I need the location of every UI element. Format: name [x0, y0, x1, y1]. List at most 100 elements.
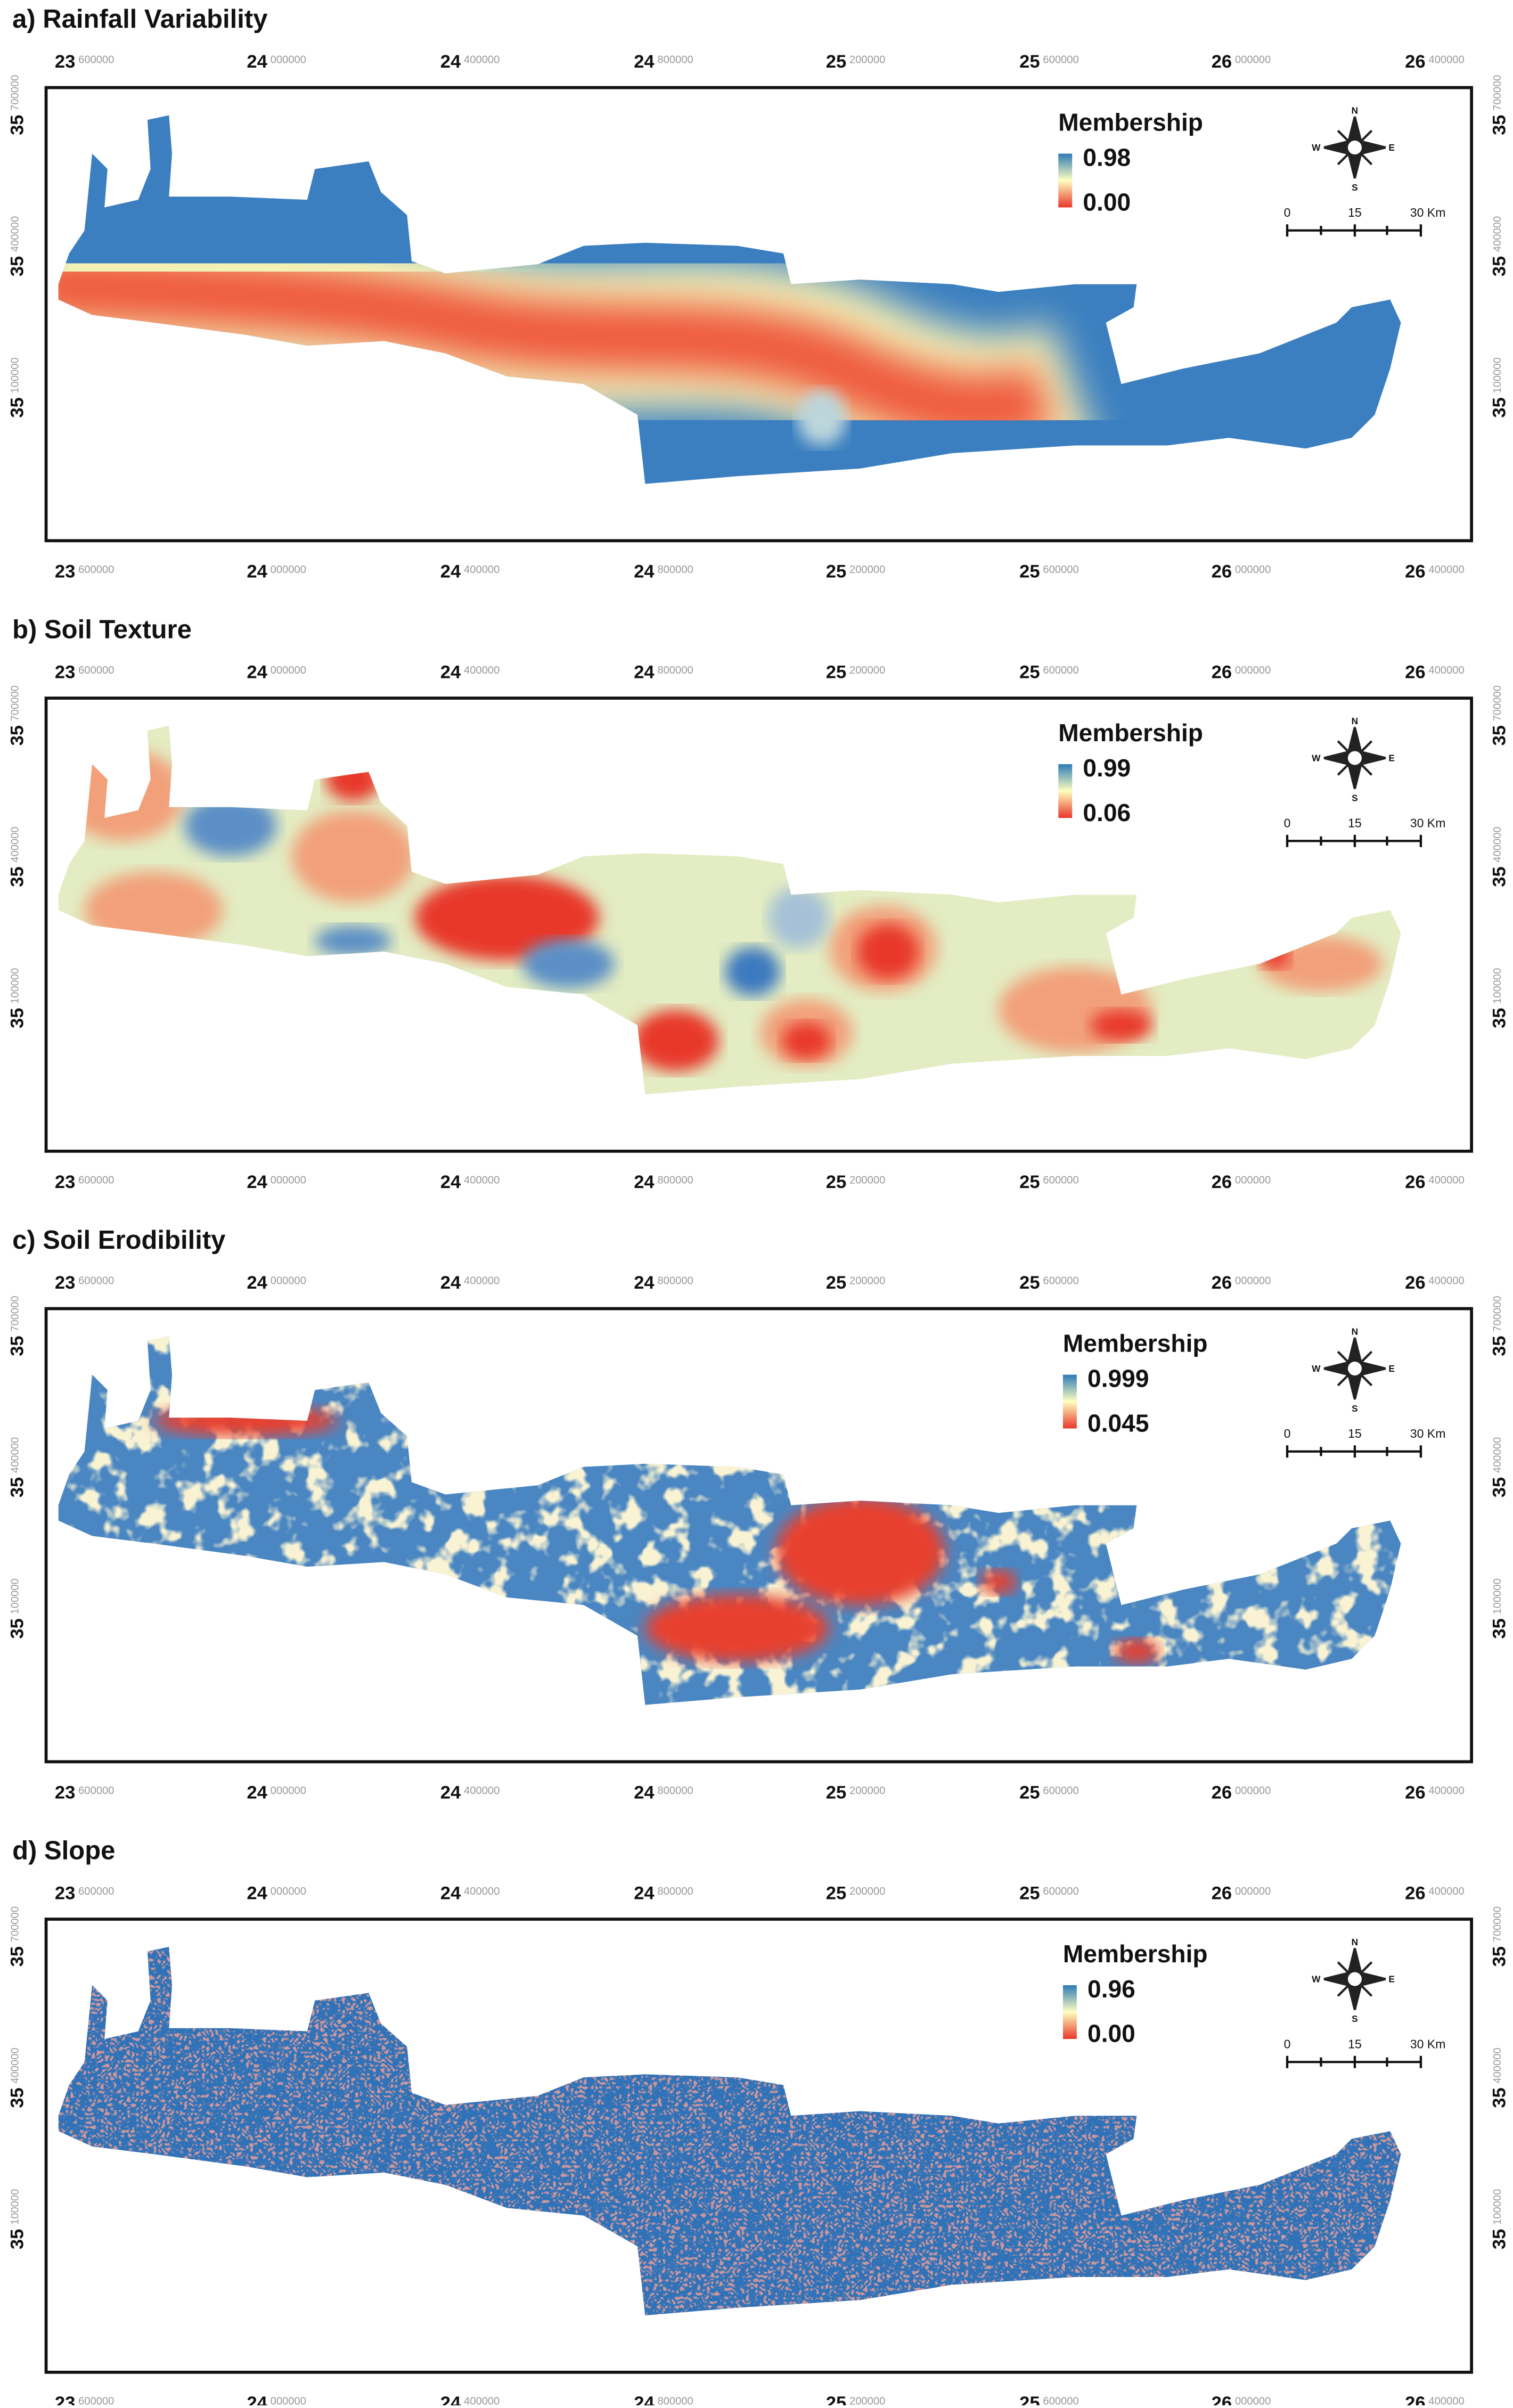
legend-max: 0.999 — [1087, 1365, 1149, 1393]
x-label-minor: 800000 — [657, 1785, 693, 1797]
x-label-minor: 000000 — [1235, 54, 1271, 65]
x-label-minor: 200000 — [849, 1275, 885, 1287]
y-label-minor: 700000 — [1492, 1906, 1503, 1942]
x-label-major: 25 — [826, 1273, 847, 1293]
y-label-major: 35 — [7, 397, 27, 418]
x-label-minor: 200000 — [849, 1785, 885, 1797]
x-label-minor: 800000 — [657, 54, 693, 65]
y-label-major: 35 — [1490, 725, 1510, 746]
x-label-minor: 000000 — [1235, 665, 1271, 676]
x-label-major: 24 — [634, 1273, 655, 1293]
y-label-minor: 400000 — [10, 1437, 21, 1473]
scale-label: 0 — [1284, 2037, 1291, 2051]
compass-e: E — [1388, 1973, 1395, 1984]
y-label-major: 35 — [1490, 114, 1510, 135]
x-label-major: 24 — [247, 1172, 267, 1192]
x-label-major: 24 — [247, 562, 267, 582]
scale-label: 30 Km — [1410, 206, 1446, 219]
x-label-major: 26 — [1405, 562, 1425, 582]
x-label-minor: 600000 — [1043, 564, 1078, 576]
map-field — [58, 249, 1056, 443]
compass-e: E — [1388, 1363, 1395, 1374]
x-label-minor: 600000 — [78, 1785, 114, 1797]
x-label-major: 24 — [634, 662, 655, 683]
x-label-major: 24 — [634, 52, 655, 72]
y-label-minor: 700000 — [1492, 685, 1503, 721]
x-label-major: 26 — [1405, 662, 1425, 683]
compass-n: N — [1352, 105, 1359, 116]
scale-bar — [1286, 2055, 1422, 2068]
x-label-major: 25 — [826, 1172, 847, 1192]
x-label-major: 25 — [1019, 662, 1040, 683]
map-field — [184, 795, 277, 857]
map-field — [292, 810, 415, 903]
x-label-major: 26 — [1405, 1172, 1425, 1192]
y-label-major: 35 — [1490, 397, 1510, 418]
x-label-minor: 000000 — [1235, 1785, 1271, 1797]
legend-max: 0.99 — [1083, 754, 1131, 782]
x-label-major: 23 — [55, 52, 76, 72]
x-label-minor: 400000 — [1428, 665, 1464, 676]
y-label-minor: 100000 — [1492, 2189, 1503, 2225]
x-label-minor: 400000 — [464, 665, 500, 676]
y-label-major: 35 — [7, 1477, 27, 1497]
compass-center — [1346, 1360, 1363, 1377]
y-label-minor: 400000 — [10, 2047, 21, 2083]
y-label-minor: 400000 — [1492, 1437, 1503, 1473]
x-label-major: 26 — [1405, 1783, 1425, 1803]
x-label-minor: 200000 — [849, 2395, 885, 2405]
compass-w: W — [1312, 752, 1321, 763]
y-label-minor: 400000 — [1492, 826, 1503, 862]
y-label-major: 35 — [1490, 1946, 1510, 1967]
legend-max: 0.98 — [1083, 144, 1131, 171]
map-field — [1114, 1639, 1160, 1664]
map-field — [315, 925, 392, 956]
x-label-minor: 400000 — [464, 564, 500, 576]
x-label-major: 25 — [1019, 1783, 1040, 1803]
compass-center — [1346, 749, 1363, 767]
x-label-minor: 800000 — [657, 1174, 693, 1186]
y-label-minor: 100000 — [10, 2189, 21, 2225]
x-label-major: 24 — [440, 562, 461, 582]
y-label-minor: 100000 — [10, 968, 21, 1004]
y-label-minor: 100000 — [1492, 357, 1503, 393]
y-label-minor: 700000 — [1492, 75, 1503, 110]
x-label-minor: 600000 — [78, 1275, 114, 1287]
x-label-major: 23 — [55, 662, 76, 683]
x-label-major: 25 — [1019, 1273, 1040, 1293]
x-label-minor: 000000 — [271, 1785, 306, 1797]
x-label-major: 24 — [440, 1783, 461, 1803]
compass-s: S — [1352, 182, 1358, 193]
x-label-major: 25 — [826, 1783, 847, 1803]
y-label-major: 35 — [7, 1008, 27, 1028]
y-label-minor: 700000 — [10, 685, 21, 721]
x-label-minor: 000000 — [271, 2395, 306, 2405]
panel-title: a) Rainfall Variability — [12, 5, 267, 34]
scale-label: 15 — [1348, 1427, 1362, 1440]
map-field — [725, 947, 781, 996]
y-label-major: 35 — [7, 2087, 27, 2108]
legend-min: 0.045 — [1087, 1409, 1149, 1437]
x-label-minor: 600000 — [78, 564, 114, 576]
legend-title: Membership — [1063, 1940, 1208, 1968]
x-label-major: 24 — [634, 1783, 655, 1803]
x-label-minor: 600000 — [1043, 54, 1078, 65]
x-label-minor: 200000 — [849, 1886, 885, 1897]
compass-e: E — [1388, 142, 1395, 153]
x-label-major: 25 — [826, 2393, 847, 2405]
map-field — [522, 939, 615, 989]
x-label-minor: 800000 — [657, 2395, 693, 2405]
x-label-minor: 400000 — [1428, 2395, 1464, 2405]
x-label-major: 24 — [440, 1273, 461, 1293]
x-label-minor: 600000 — [1043, 1785, 1078, 1797]
x-label-major: 25 — [826, 562, 847, 582]
x-label-major: 26 — [1212, 1783, 1232, 1803]
legend-min: 0.00 — [1087, 2020, 1135, 2047]
y-label-major: 35 — [7, 866, 27, 887]
x-label-minor: 800000 — [657, 1886, 693, 1897]
x-label-major: 24 — [247, 1883, 267, 1904]
compass-w: W — [1312, 142, 1321, 153]
x-label-minor: 400000 — [1428, 1174, 1464, 1186]
x-label-minor: 400000 — [464, 1275, 500, 1287]
